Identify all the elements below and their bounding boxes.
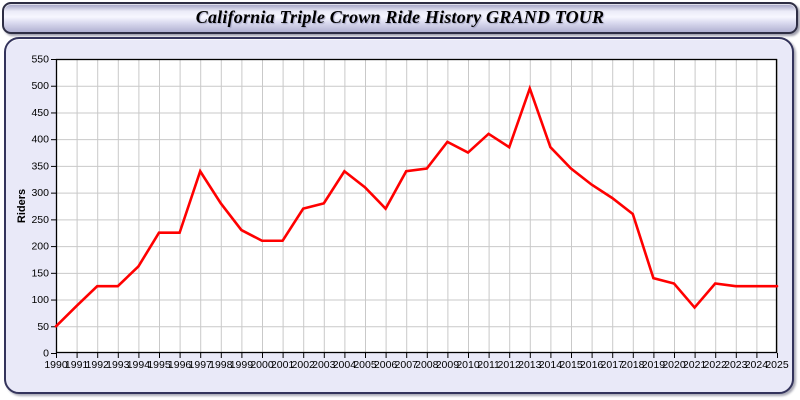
x-tick-label: 1992 bbox=[86, 359, 110, 371]
x-tick-label: 2022 bbox=[704, 359, 728, 371]
y-tick-label: 0 bbox=[43, 348, 49, 360]
y-tick-label: 300 bbox=[31, 187, 49, 199]
x-tick-label: 1993 bbox=[106, 359, 130, 371]
x-tick-label: 2004 bbox=[333, 359, 357, 371]
y-tick-label: 50 bbox=[37, 321, 49, 333]
y-tick-label: 250 bbox=[31, 214, 49, 226]
x-tick-label: 2010 bbox=[456, 359, 480, 371]
x-tick-label: 2025 bbox=[765, 359, 789, 371]
x-tick-label: 2014 bbox=[539, 359, 563, 371]
x-tick-label: 2020 bbox=[662, 359, 686, 371]
x-tick-label: 2003 bbox=[312, 359, 336, 371]
x-tick-label: 2023 bbox=[724, 359, 748, 371]
x-tick-label: 2018 bbox=[621, 359, 645, 371]
x-tick-label: 1994 bbox=[127, 359, 151, 371]
x-tick-label: 1999 bbox=[230, 359, 254, 371]
x-tick-label: 1996 bbox=[168, 359, 192, 371]
axis-ticks bbox=[51, 59, 778, 358]
x-tick-label: 2016 bbox=[580, 359, 604, 371]
x-tick-label: 2002 bbox=[292, 359, 316, 371]
x-tick-label: 2007 bbox=[395, 359, 419, 371]
y-tick-label: 150 bbox=[31, 267, 49, 279]
x-tick-label: 2009 bbox=[436, 359, 460, 371]
x-tick-label: 2017 bbox=[601, 359, 625, 371]
y-tick-label: 450 bbox=[31, 107, 49, 119]
x-tick-label: 2015 bbox=[559, 359, 583, 371]
x-tick-label: 2000 bbox=[250, 359, 274, 371]
x-tick-label: 1990 bbox=[44, 359, 68, 371]
y-tick-label: 400 bbox=[31, 134, 49, 146]
x-tick-label: 2019 bbox=[642, 359, 666, 371]
plot-border bbox=[55, 58, 778, 354]
axis-tick-labels: 0501001502002503003504004505005501990199… bbox=[31, 54, 788, 372]
x-tick-label: 2006 bbox=[374, 359, 398, 371]
x-tick-label: 1995 bbox=[147, 359, 171, 371]
x-tick-label: 2024 bbox=[745, 359, 769, 371]
x-tick-label: 1998 bbox=[209, 359, 233, 371]
x-tick-label: 2012 bbox=[498, 359, 522, 371]
window-title: California Triple Crown Ride History GRA… bbox=[195, 7, 605, 27]
y-axis-title: Riders bbox=[16, 189, 28, 223]
x-tick-label: 2011 bbox=[477, 359, 500, 371]
y-tick-label: 200 bbox=[31, 241, 49, 253]
window-title-bar: California Triple Crown Ride History GRA… bbox=[2, 2, 798, 34]
x-tick-label: 2021 bbox=[683, 359, 707, 371]
plot-area bbox=[56, 59, 777, 353]
x-tick-label: 1997 bbox=[189, 359, 213, 371]
x-tick-label: 2008 bbox=[415, 359, 439, 371]
series-line-riders bbox=[54, 84, 779, 328]
x-tick-label: 2001 bbox=[271, 359, 295, 371]
x-tick-label: 1991 bbox=[65, 359, 89, 371]
x-tick-label: 2005 bbox=[353, 359, 377, 371]
y-tick-label: 550 bbox=[31, 54, 49, 66]
y-tick-label: 500 bbox=[31, 80, 49, 92]
y-tick-label: 350 bbox=[31, 160, 49, 172]
x-tick-label: 2013 bbox=[518, 359, 542, 371]
y-tick-label: 100 bbox=[31, 294, 49, 306]
